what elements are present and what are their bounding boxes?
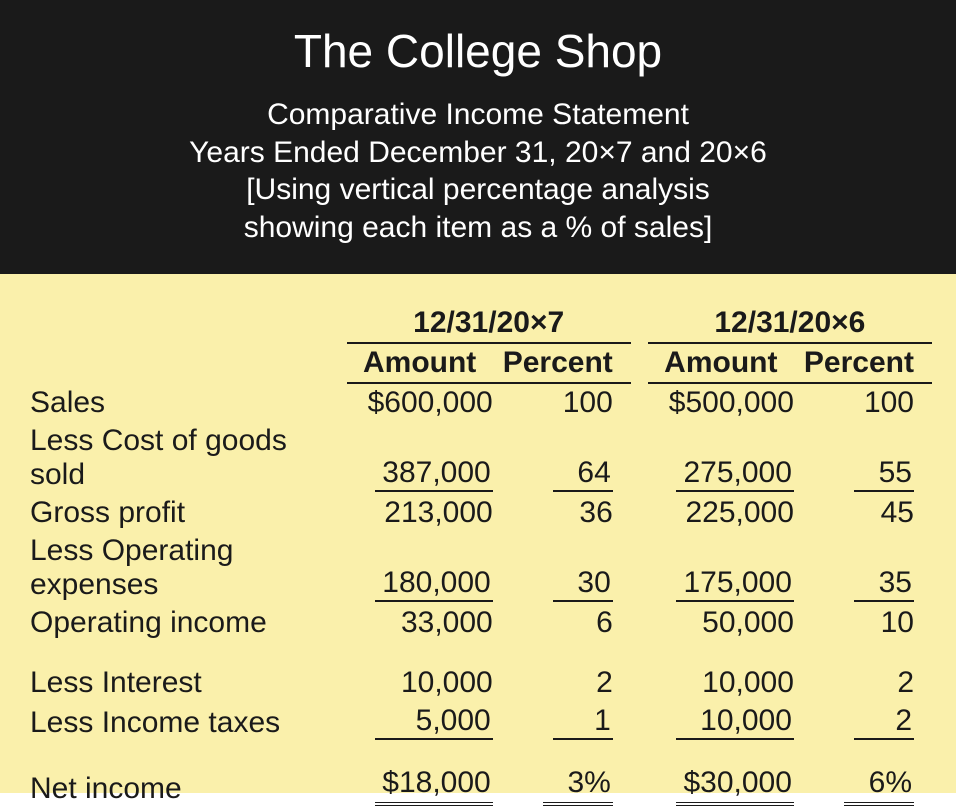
amt2-net: $30,000 [648, 764, 804, 808]
amt1-tax: 5,000 [347, 702, 503, 742]
row-tax: Less Income taxes 5,000 1 10,000 2 [24, 702, 932, 742]
year-header-row: 12/31/20×7 12/31/20×6 [24, 304, 932, 343]
table-area: 12/31/20×7 12/31/20×6 Amount Percent Amo… [0, 274, 956, 793]
amt1-sales: $600,000 [347, 383, 503, 422]
subtitle-line-2: Years Ended December 31, 20×7 and 20×6 [20, 134, 936, 172]
income-statement-table: 12/31/20×7 12/31/20×6 Amount Percent Amo… [24, 304, 932, 808]
pct1-cogs: 64 [503, 422, 631, 494]
column-header-row: Amount Percent Amount Percent [24, 343, 932, 383]
col-amount-1: Amount [347, 343, 503, 383]
pct1-sales: 100 [503, 383, 631, 422]
pct2-tax: 2 [804, 702, 932, 742]
company-title: The College Shop [20, 24, 936, 78]
amt2-tax: 10,000 [648, 702, 804, 742]
label-opex: Less Operating expenses [24, 532, 347, 604]
row-cogs: Less Cost of goods sold 387,000 64 275,0… [24, 422, 932, 494]
pct1-net: 3% [503, 764, 631, 808]
pct2-gross: 45 [804, 494, 932, 532]
row-gross: Gross profit 213,000 36 225,000 45 [24, 494, 932, 532]
pct1-opinc: 6 [503, 604, 631, 642]
row-net: Net income $18,000 3% $30,000 6% [24, 764, 932, 808]
pct1-opex: 30 [503, 532, 631, 604]
amt2-opex: 175,000 [648, 532, 804, 604]
pct1-tax: 1 [503, 702, 631, 742]
spacer-1 [24, 642, 932, 664]
year1-header: 12/31/20×7 [347, 304, 631, 343]
amt1-opinc: 33,000 [347, 604, 503, 642]
amt2-sales: $500,000 [648, 383, 804, 422]
row-opinc: Operating income 33,000 6 50,000 10 [24, 604, 932, 642]
subtitle-line-3: [Using vertical percentage analysis [20, 171, 936, 209]
label-sales: Sales [24, 383, 347, 422]
subtitle-line-1: Comparative Income Statement [20, 96, 936, 134]
amt1-interest: 10,000 [347, 664, 503, 702]
pct2-sales: 100 [804, 383, 932, 422]
amt1-net: $18,000 [347, 764, 503, 808]
col-percent-2: Percent [804, 343, 932, 383]
year2-header: 12/31/20×6 [648, 304, 932, 343]
amt2-opinc: 50,000 [648, 604, 804, 642]
pct2-opinc: 10 [804, 604, 932, 642]
col-percent-1: Percent [503, 343, 631, 383]
amt1-opex: 180,000 [347, 532, 503, 604]
label-tax: Less Income taxes [24, 702, 347, 742]
amt2-gross: 225,000 [648, 494, 804, 532]
label-net: Net income [24, 764, 347, 808]
pct2-net: 6% [804, 764, 932, 808]
statement-container: The College Shop Comparative Income Stat… [0, 0, 956, 787]
col-amount-2: Amount [648, 343, 804, 383]
pct1-gross: 36 [503, 494, 631, 532]
row-interest: Less Interest 10,000 2 10,000 2 [24, 664, 932, 702]
header-block: The College Shop Comparative Income Stat… [0, 0, 956, 274]
statement-subtitle: Comparative Income Statement Years Ended… [20, 96, 936, 246]
label-cogs: Less Cost of goods sold [24, 422, 347, 494]
amt2-interest: 10,000 [648, 664, 804, 702]
label-opinc: Operating income [24, 604, 347, 642]
label-gross: Gross profit [24, 494, 347, 532]
row-opex: Less Operating expenses 180,000 30 175,0… [24, 532, 932, 604]
pct2-cogs: 55 [804, 422, 932, 494]
row-sales: Sales $600,000 100 $500,000 100 [24, 383, 932, 422]
pct2-interest: 2 [804, 664, 932, 702]
pct2-opex: 35 [804, 532, 932, 604]
amt1-cogs: 387,000 [347, 422, 503, 494]
amt2-cogs: 275,000 [648, 422, 804, 494]
amt1-gross: 213,000 [347, 494, 503, 532]
pct1-interest: 2 [503, 664, 631, 702]
subtitle-line-4: showing each item as a % of sales] [20, 209, 936, 247]
spacer-2 [24, 742, 932, 764]
label-interest: Less Interest [24, 664, 347, 702]
